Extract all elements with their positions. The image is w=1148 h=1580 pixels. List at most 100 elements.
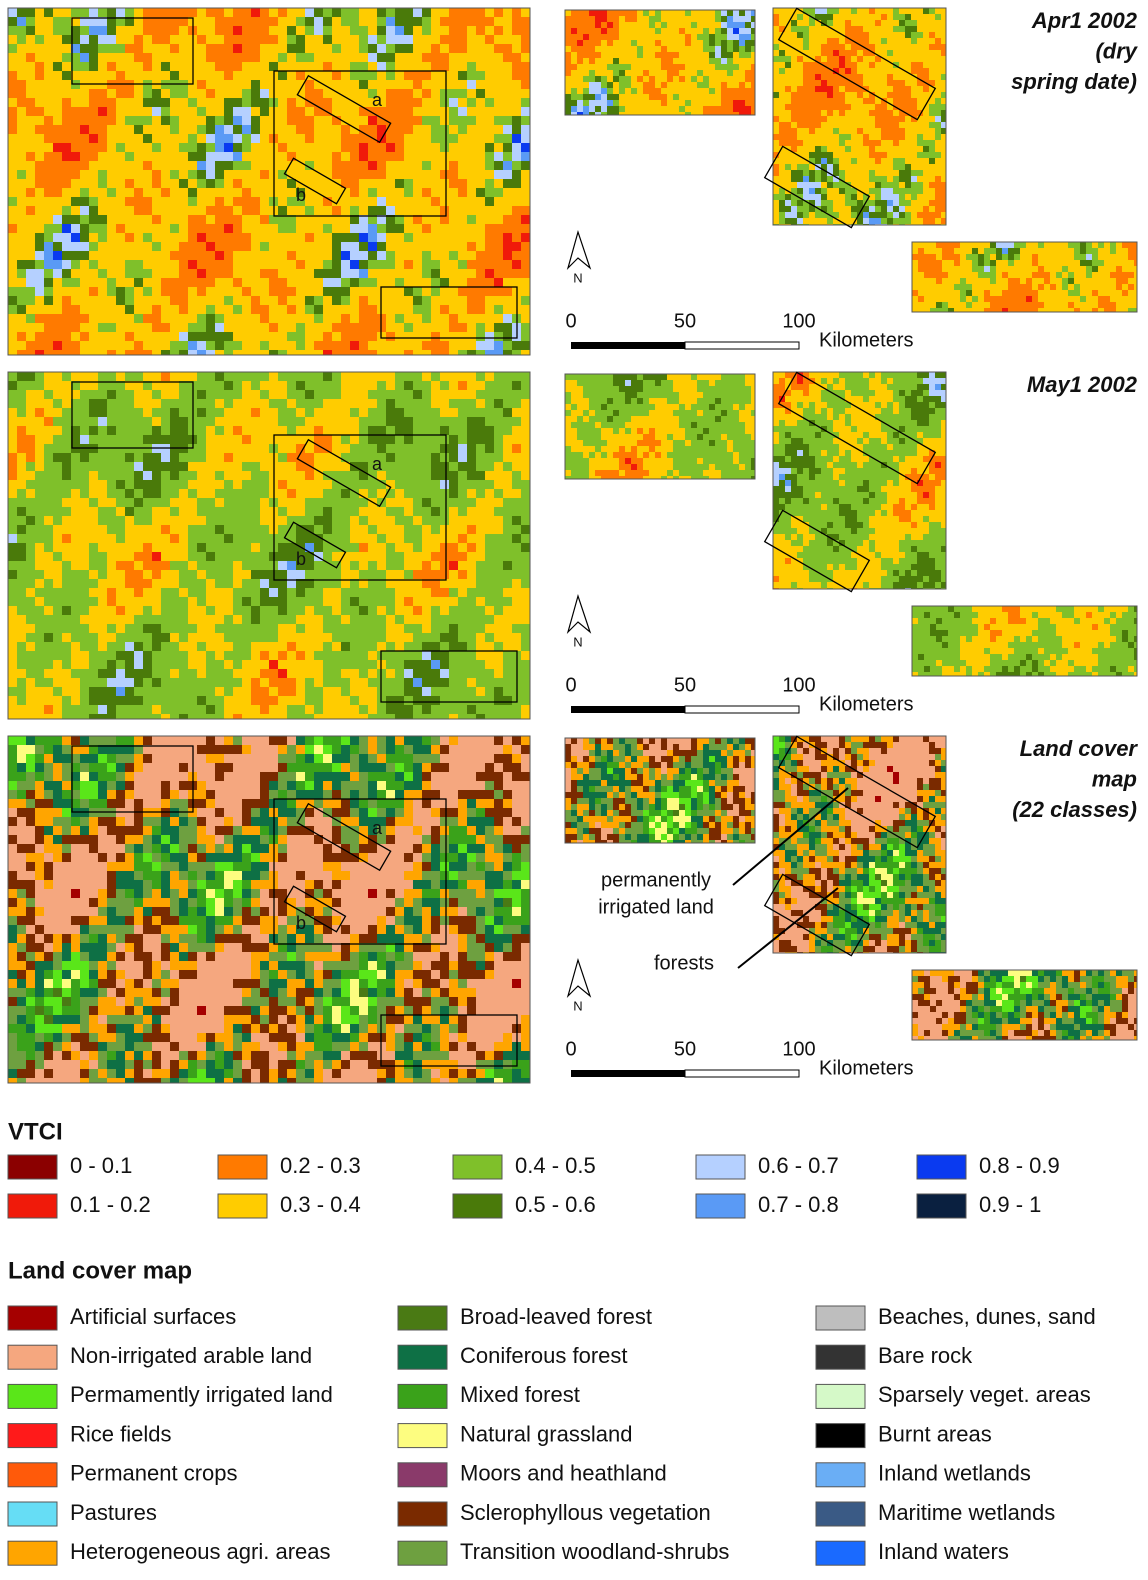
map-cell (863, 146, 870, 153)
map-cell (413, 62, 423, 72)
map-cell (188, 341, 198, 351)
map-cell (170, 107, 180, 117)
map-cell (673, 22, 680, 29)
map-cell (727, 88, 734, 95)
map-cell (745, 40, 752, 47)
map-cell (440, 390, 450, 400)
map-cell (1068, 266, 1075, 273)
map-cell (809, 20, 816, 27)
map-cell (143, 26, 153, 36)
map-cell (404, 161, 414, 171)
map-cell (359, 408, 369, 418)
map-cell (125, 53, 135, 63)
map-cell (467, 53, 477, 63)
map-cell (990, 278, 997, 285)
map-cell (709, 34, 716, 41)
map-cell (917, 164, 924, 171)
map-cell (107, 80, 117, 90)
map-cell (661, 76, 668, 83)
map-cell (857, 14, 864, 21)
map-cell (233, 305, 243, 315)
map-cell (395, 278, 405, 288)
map-cell (1110, 266, 1117, 273)
map-cell (449, 107, 459, 117)
map-cell (80, 287, 90, 297)
map-cell (661, 46, 668, 53)
map-cell (233, 323, 243, 333)
map-cell (503, 107, 513, 117)
map-cell (827, 122, 834, 129)
map-cell (613, 34, 620, 41)
map-cell (899, 116, 906, 123)
map-cell (571, 22, 578, 29)
map-cell (1026, 254, 1033, 261)
map-cell (503, 215, 513, 225)
map-cell (458, 408, 468, 418)
map-cell (242, 453, 252, 463)
map-cell (467, 107, 477, 117)
map-cell (395, 224, 405, 234)
map-cell (863, 104, 870, 111)
map-cell (449, 408, 459, 418)
map-cell (601, 52, 608, 59)
map-cell (803, 128, 810, 135)
map-cell (583, 70, 590, 77)
map-cell (869, 122, 876, 129)
map-cell (887, 80, 894, 87)
map-cell (476, 399, 486, 409)
map-cell (170, 278, 180, 288)
map-cell (1020, 242, 1027, 249)
map-cell (721, 70, 728, 77)
map-cell (278, 116, 288, 126)
map-cell (691, 76, 698, 83)
map-cell (35, 462, 45, 472)
map-cell (98, 408, 108, 418)
map-cell (881, 194, 888, 201)
map-cell (62, 53, 72, 63)
map-cell (905, 194, 912, 201)
map-cell (413, 8, 423, 18)
map-cell (942, 242, 949, 249)
map-cell (116, 233, 126, 243)
map-cell (887, 110, 894, 117)
map-cell (17, 152, 27, 162)
map-cell (8, 426, 18, 436)
map-cell (116, 305, 126, 315)
map-cell (386, 305, 396, 315)
map-cell (323, 17, 333, 27)
map-cell (359, 417, 369, 427)
map-cell (899, 206, 906, 213)
map-cell (161, 323, 171, 333)
map-cell (377, 417, 387, 427)
map-cell (26, 26, 36, 36)
map-cell (287, 143, 297, 153)
map-cell (785, 176, 792, 183)
map-cell (215, 8, 225, 18)
map-cell (857, 74, 864, 81)
map-cell (512, 143, 522, 153)
map-cell (143, 453, 153, 463)
map-cell (440, 224, 450, 234)
map-cell (875, 74, 882, 81)
map-cell (990, 254, 997, 261)
map-cell (170, 242, 180, 252)
map-cell (134, 341, 144, 351)
map-cell (721, 64, 728, 71)
map-cell (503, 161, 513, 171)
map-cell (857, 158, 864, 165)
map-cell (152, 116, 162, 126)
map-cell (821, 122, 828, 129)
map-cell (44, 80, 54, 90)
map-cell (643, 10, 650, 17)
map-cell (413, 426, 423, 436)
map-cell (395, 426, 405, 436)
map-cell (899, 98, 906, 105)
map-cell (386, 62, 396, 72)
map-cell (809, 32, 816, 39)
map-cell (954, 278, 961, 285)
map-cell (1092, 296, 1099, 303)
map-cell (260, 161, 270, 171)
map-cell (485, 107, 495, 117)
map-cell (521, 269, 531, 279)
map-cell (715, 34, 722, 41)
